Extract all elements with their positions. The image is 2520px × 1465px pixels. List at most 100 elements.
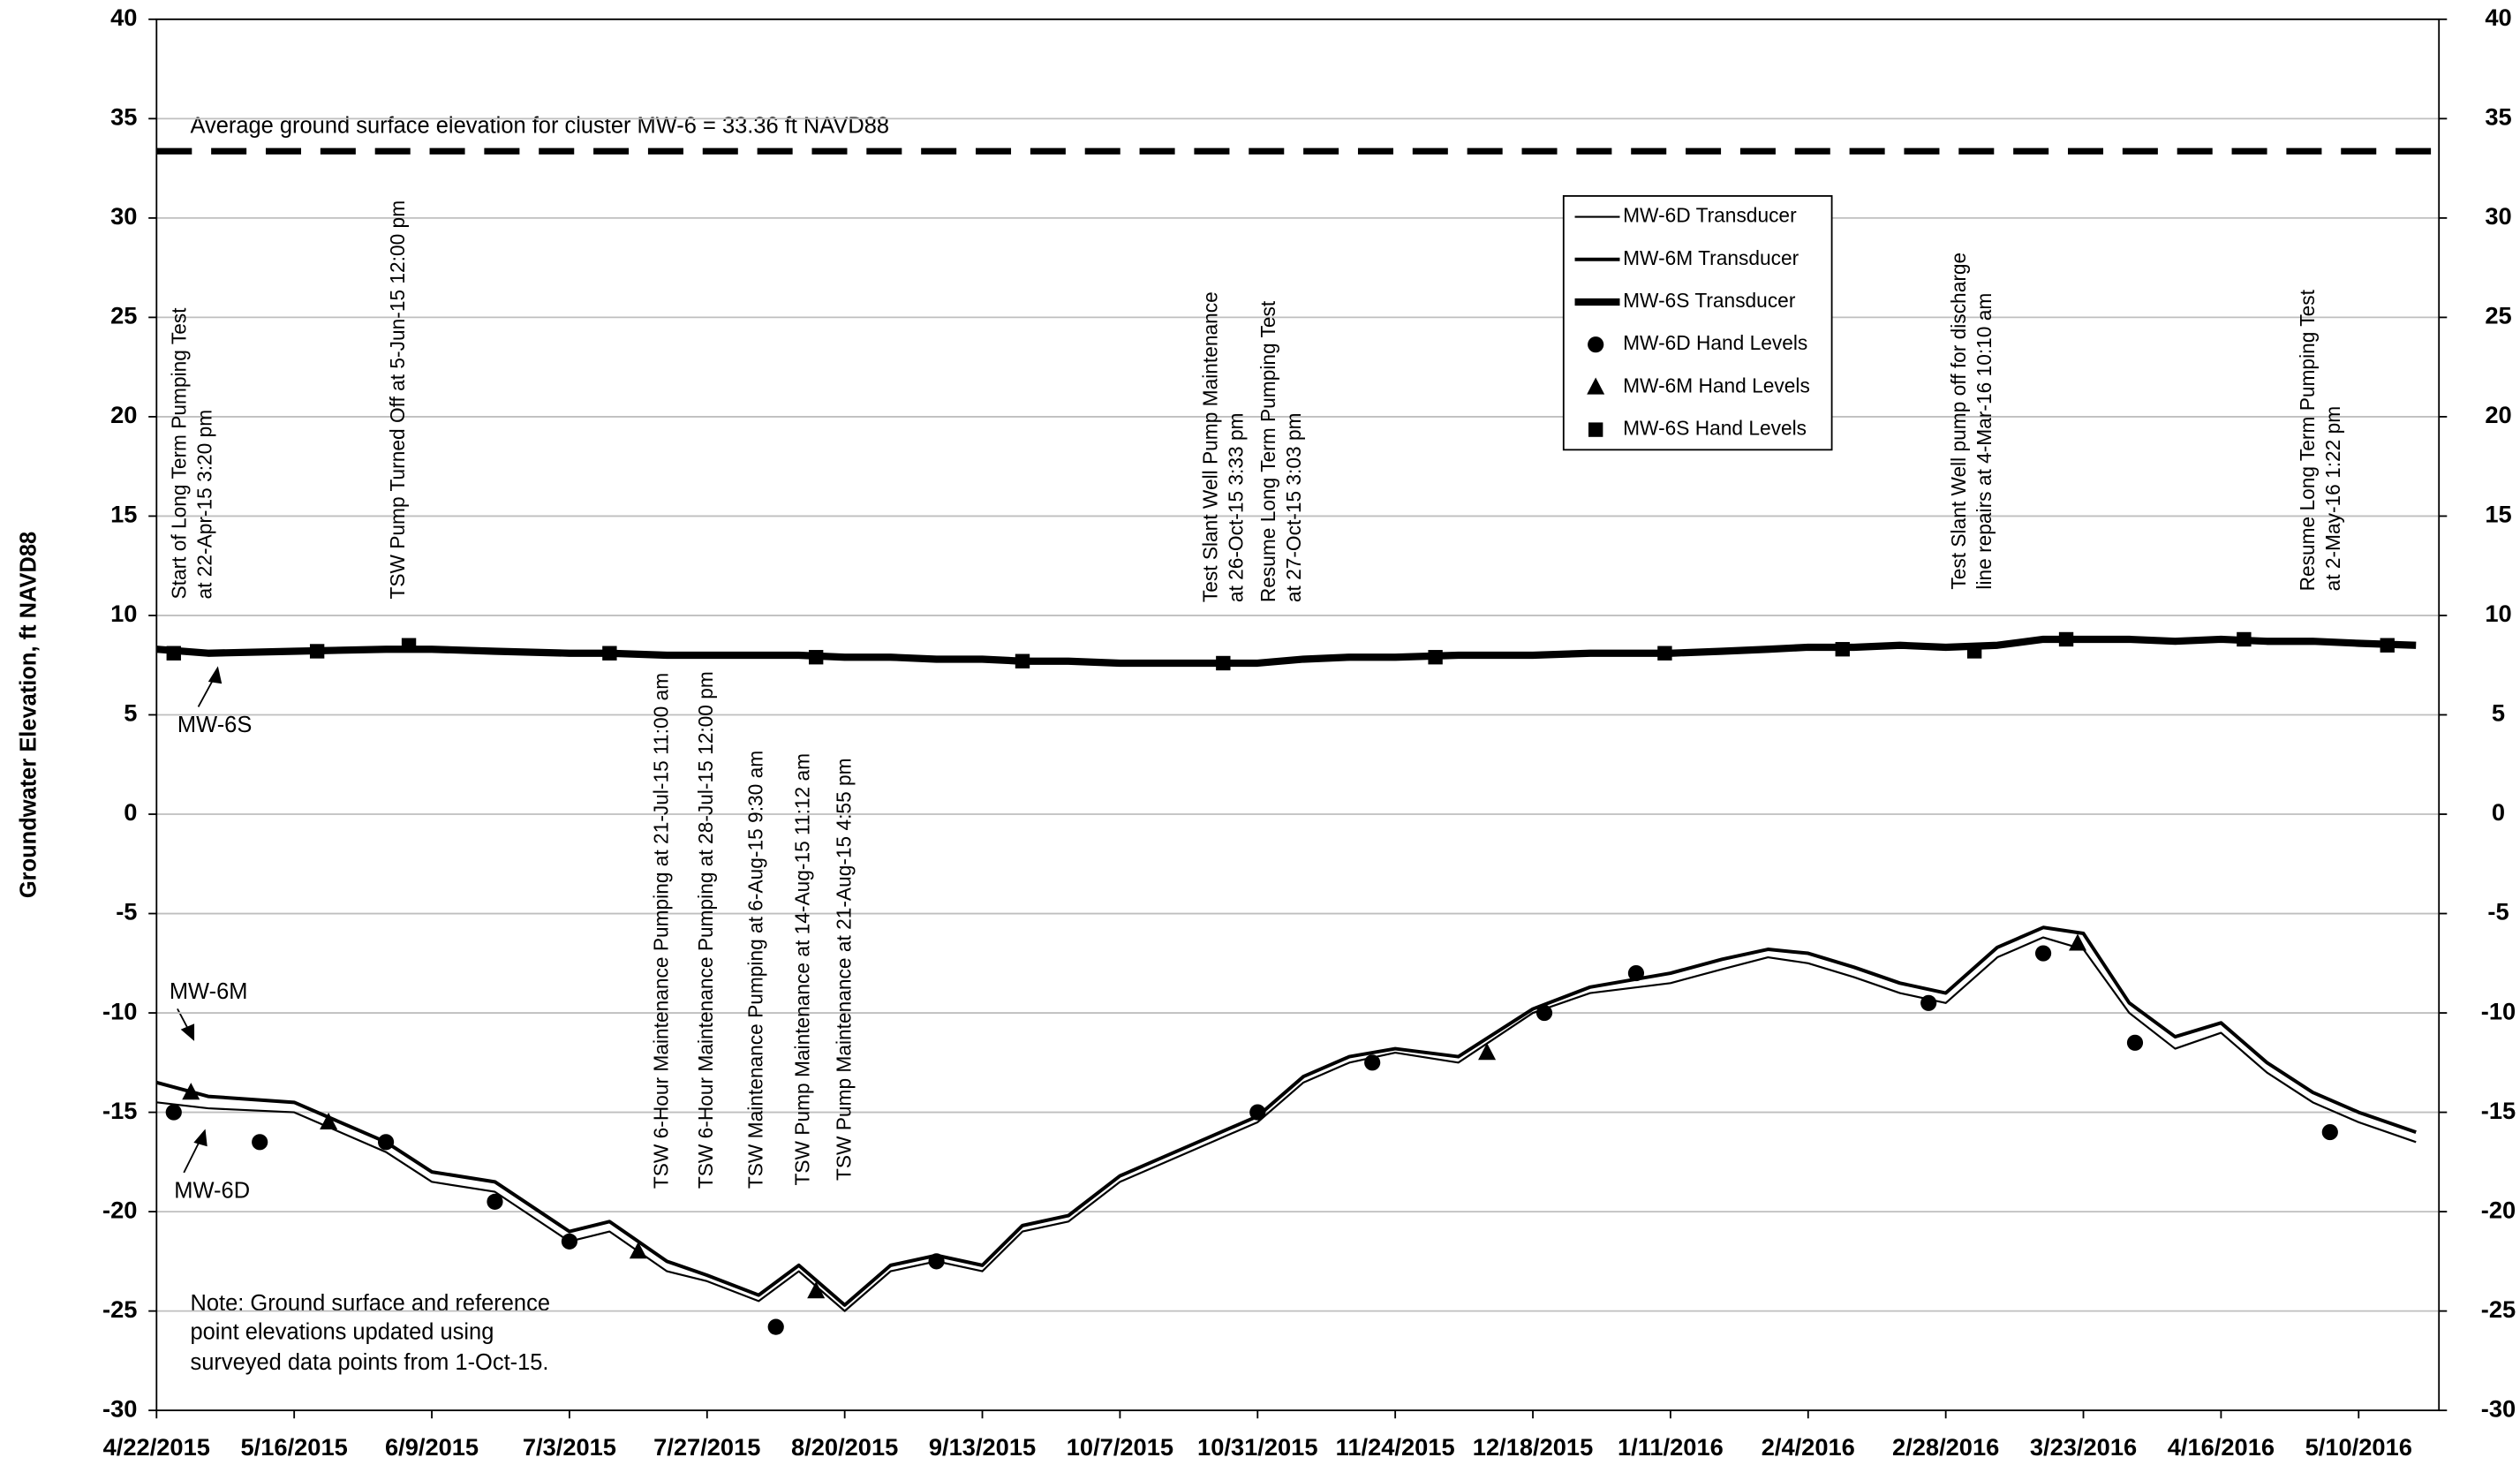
marker	[252, 1134, 268, 1151]
x-tick-label: 2/4/2016	[1762, 1433, 1855, 1461]
marker	[1428, 650, 1443, 665]
y2-tick-label: 20	[2485, 401, 2511, 428]
legend-box	[1562, 195, 1833, 451]
annotation: Test Slant Well Pump Maintenance	[1198, 291, 1221, 602]
legend-label: MW-6D Transducer	[1623, 204, 1797, 227]
annotation: TSW Pump Maintenance at 14-Aug-15 11:12 …	[790, 753, 813, 1186]
y2-tick-label: 15	[2485, 501, 2511, 528]
marker	[1587, 377, 1605, 395]
x-tick-label: 8/20/2015	[791, 1433, 898, 1461]
legend-label: MW-6S Transducer	[1623, 289, 1796, 312]
marker	[2058, 631, 2074, 647]
legend-label: MW-6S Hand Levels	[1623, 417, 1807, 440]
y-tick-label: -15	[102, 1097, 137, 1124]
y2-tick-label: 10	[2485, 600, 2511, 627]
annotation: line repairs at 4-Mar-16 10:10 am	[1973, 293, 1996, 590]
series-line	[155, 635, 2417, 668]
marker	[1249, 1104, 1266, 1121]
legend-label: MW-6M Transducer	[1623, 246, 1799, 269]
y-tick-label: 5	[124, 699, 137, 727]
y2-tick-label: -20	[2481, 1196, 2516, 1223]
marker	[309, 644, 325, 659]
marker	[1966, 644, 1982, 659]
marker	[1627, 964, 1645, 982]
x-tick-label: 6/9/2015	[385, 1433, 479, 1461]
annotation: at 27-Oct-15 3:03 pm	[1282, 412, 1305, 602]
ground-surface-label: Average ground surface elevation for clu…	[190, 113, 889, 138]
marker	[928, 1253, 945, 1270]
arrowhead	[180, 1023, 195, 1041]
y2-tick-label: -25	[2481, 1295, 2516, 1323]
marker	[1588, 336, 1604, 353]
annotation: Test Slant Well pump off for discharge	[1947, 253, 1970, 590]
y-tick-label: 40	[110, 4, 137, 31]
arrowhead	[207, 666, 223, 684]
y-axis-label: Groundwater Elevation, ft NAVD88	[16, 532, 41, 898]
x-tick-label: 10/31/2015	[1197, 1433, 1317, 1461]
callout: MW-6M	[170, 979, 248, 1004]
marker	[2380, 638, 2395, 653]
marker	[1478, 1043, 1497, 1061]
annotation: TSW Pump Turned Off at 5-Jun-15 12:00 pm	[386, 200, 409, 600]
marker	[377, 1134, 395, 1151]
callout-arrows	[177, 666, 223, 1174]
marker	[1657, 646, 1672, 661]
annotation: TSW Pump Maintenance at 21-Aug-15 4:55 p…	[833, 758, 856, 1181]
y-tick-label: -30	[102, 1394, 137, 1422]
y-tick-label: -20	[102, 1196, 137, 1223]
marker	[561, 1233, 578, 1250]
y2-tick-label: 35	[2485, 103, 2511, 131]
x-tick-label: 2/28/2016	[1892, 1433, 1999, 1461]
marker	[809, 650, 824, 665]
marker	[2321, 1123, 2338, 1141]
legend-label: MW-6M Hand Levels	[1623, 374, 1810, 396]
y2-tick-label: 0	[2492, 798, 2505, 826]
y2-tick-label: 30	[2485, 202, 2511, 230]
marker	[1588, 422, 1603, 437]
marker	[1920, 994, 1937, 1011]
x-tick-label: 3/23/2016	[2030, 1433, 2137, 1461]
y2-tick-label: 40	[2485, 4, 2511, 31]
y2-tick-label: -10	[2481, 997, 2516, 1024]
x-tick-label: 9/13/2015	[929, 1433, 1036, 1461]
marker	[629, 1242, 647, 1259]
marker	[2237, 631, 2252, 647]
legend-label: MW-6D Hand Levels	[1623, 331, 1807, 354]
note: point elevations updated using	[190, 1320, 494, 1345]
annotation: TSW 6-Hour Maintenance Pumping at 21-Jul…	[649, 673, 672, 1189]
y-tick-label: 20	[110, 401, 137, 428]
callout: MW-6D	[174, 1178, 250, 1203]
marker	[2069, 933, 2087, 951]
series-line	[156, 936, 2417, 1312]
marker	[807, 1281, 826, 1299]
x-tick-label: 7/3/2015	[523, 1433, 616, 1461]
marker	[165, 1104, 182, 1121]
y-tick-label: -10	[102, 997, 137, 1024]
note-box	[161, 1285, 592, 1382]
annotation: TSW Maintenance Pumping at 6-Aug-15 9:30…	[744, 751, 767, 1189]
y2-tick-label: 5	[2492, 699, 2505, 727]
annotation: Resume Long Term Pumping Test	[1256, 300, 1279, 602]
legend: MW-6D Transducer MW-6M Transducer MW-6S Tr…	[1562, 195, 1833, 451]
y2-tick-label: 25	[2485, 302, 2511, 329]
y-tick-label: 15	[110, 501, 137, 528]
marker	[1015, 653, 1030, 668]
arrowhead	[193, 1129, 207, 1147]
y-tick-label: 25	[110, 302, 137, 329]
y2-tick-label: -30	[2481, 1394, 2516, 1422]
y-tick-label: 30	[110, 202, 137, 230]
x-tick-label: 1/11/2016	[1618, 1433, 1724, 1461]
marker	[166, 646, 181, 661]
x-tick-label: 7/27/2015	[653, 1433, 760, 1461]
y-tick-label: 0	[124, 798, 137, 826]
series-line	[155, 925, 2417, 1307]
annotation: at 26-Oct-15 3:33 pm	[1225, 412, 1248, 602]
y-tick-label: 10	[110, 600, 137, 627]
x-tick-label: 4/22/2015	[103, 1433, 210, 1461]
marker	[1216, 655, 1231, 671]
marker	[320, 1112, 338, 1130]
x-tick-label: 4/16/2016	[2168, 1433, 2275, 1461]
note: Note: Ground surface and reference	[190, 1291, 550, 1316]
annotation: at 22-Apr-15 3:20 pm	[193, 410, 216, 600]
